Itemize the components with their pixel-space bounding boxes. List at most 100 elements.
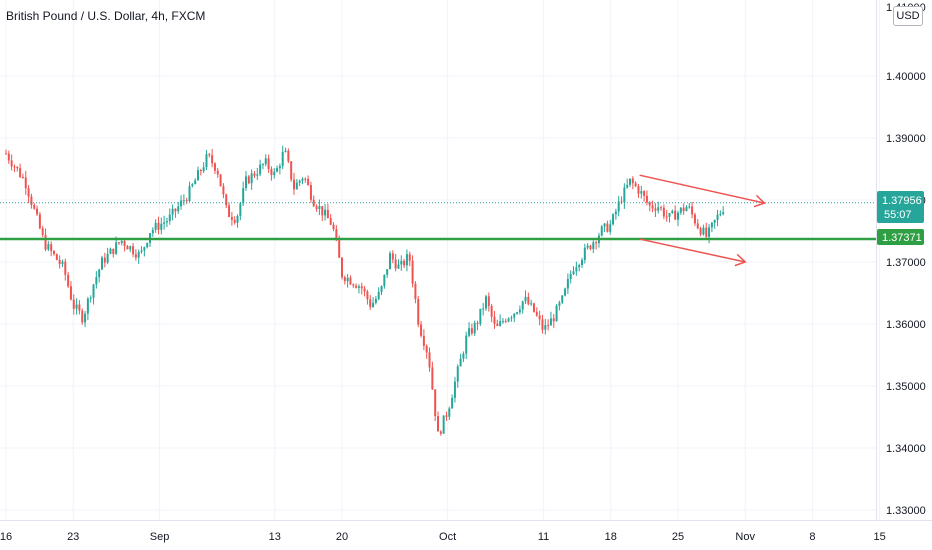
candle-down bbox=[360, 286, 363, 289]
candle-up bbox=[448, 408, 451, 417]
candle-down bbox=[589, 245, 592, 250]
candle-down bbox=[211, 155, 214, 164]
candle-up bbox=[261, 164, 264, 166]
candle-down bbox=[326, 209, 329, 219]
candle-down bbox=[132, 246, 135, 255]
candle-down bbox=[225, 194, 228, 206]
candle-down bbox=[394, 259, 397, 269]
candle-down bbox=[157, 222, 160, 230]
candle-up bbox=[151, 229, 154, 234]
candle-down bbox=[30, 196, 33, 205]
currency-badge[interactable]: USD bbox=[893, 6, 923, 26]
candle-up bbox=[357, 286, 360, 288]
candle-down bbox=[123, 240, 126, 247]
symbol-title: British Pound / U.S. Dollar, 4h, FXCM bbox=[6, 9, 206, 23]
candle-up bbox=[264, 158, 267, 165]
y-tick-label: 1.33000 bbox=[886, 505, 926, 517]
candle-up bbox=[242, 188, 245, 204]
candle-up bbox=[513, 313, 516, 318]
candle-down bbox=[408, 254, 411, 261]
candle-up bbox=[626, 184, 629, 188]
candle-down bbox=[228, 205, 231, 217]
candle-up bbox=[586, 245, 589, 248]
drawing-overlays bbox=[0, 174, 876, 267]
candle-up bbox=[668, 213, 671, 217]
candle-down bbox=[335, 229, 338, 241]
candle-up bbox=[120, 240, 123, 243]
candle-up bbox=[140, 250, 143, 252]
x-tick-label: 8 bbox=[809, 531, 815, 543]
candle-up bbox=[180, 200, 183, 207]
candle-up bbox=[397, 264, 400, 269]
candle-up bbox=[716, 214, 719, 220]
candle-down bbox=[425, 345, 428, 353]
trend-line-arrowhead bbox=[734, 253, 747, 267]
candle-down bbox=[674, 210, 677, 220]
x-tick-label: Sep bbox=[150, 531, 170, 543]
y-tick-label: 1.35000 bbox=[886, 381, 926, 393]
candle-up bbox=[98, 269, 101, 278]
candle-up bbox=[564, 288, 567, 296]
candle-down bbox=[541, 319, 544, 330]
candle-down bbox=[420, 324, 423, 336]
channel-lower-trend-line[interactable] bbox=[639, 238, 747, 267]
candle-down bbox=[437, 415, 439, 432]
candle-down bbox=[343, 277, 346, 282]
candle-up bbox=[507, 318, 510, 322]
candle-down bbox=[103, 257, 106, 263]
candle-down bbox=[329, 218, 332, 225]
candle-up bbox=[603, 223, 606, 227]
candle-up bbox=[163, 222, 166, 224]
candle-down bbox=[538, 315, 541, 320]
candle-up bbox=[722, 212, 725, 214]
candle-down bbox=[309, 185, 312, 200]
candle-down bbox=[21, 176, 24, 178]
candle-up bbox=[171, 208, 174, 215]
candle-up bbox=[137, 251, 140, 258]
candle-up bbox=[501, 321, 504, 323]
chart-grid bbox=[0, 0, 881, 520]
candle-up bbox=[530, 303, 533, 305]
y-tick-label: 1.34000 bbox=[886, 443, 926, 455]
candle-down bbox=[7, 153, 10, 161]
candle-up bbox=[276, 168, 279, 172]
candle-up bbox=[250, 173, 253, 184]
x-tick-label: Oct bbox=[439, 531, 456, 543]
candle-up bbox=[451, 397, 454, 409]
candle-up bbox=[713, 219, 716, 223]
candle-down bbox=[693, 214, 696, 224]
candle-up bbox=[685, 207, 688, 212]
candle-down bbox=[36, 208, 39, 215]
candle-up bbox=[617, 201, 620, 212]
candle-up bbox=[129, 246, 132, 250]
candle-down bbox=[699, 228, 702, 235]
candle-up bbox=[710, 222, 713, 228]
candle-down bbox=[55, 254, 58, 261]
candle-up bbox=[89, 297, 92, 299]
x-tick-label: 13 bbox=[269, 531, 281, 543]
candle-down bbox=[338, 240, 341, 258]
candle-up bbox=[298, 180, 301, 183]
candle-up bbox=[106, 253, 109, 263]
candle-up bbox=[101, 257, 103, 270]
candle-down bbox=[185, 200, 188, 202]
candle-down bbox=[216, 170, 219, 175]
candle-down bbox=[78, 304, 81, 311]
channel-upper-trend-line[interactable] bbox=[639, 174, 766, 208]
trend-line-segment bbox=[639, 174, 765, 204]
candle-down bbox=[631, 178, 634, 184]
candle-down bbox=[233, 219, 236, 223]
candle-up bbox=[278, 166, 281, 169]
candle-up bbox=[572, 271, 575, 274]
candle-down bbox=[69, 286, 72, 300]
candle-up bbox=[561, 295, 564, 303]
candle-down bbox=[41, 228, 44, 235]
candle-up bbox=[555, 305, 558, 322]
candle-up bbox=[383, 274, 386, 287]
candle-up bbox=[623, 187, 626, 203]
y-tick-label: 1.39000 bbox=[886, 133, 926, 145]
current-price-label-bg bbox=[877, 191, 924, 223]
candle-up bbox=[205, 154, 208, 168]
price-labels: 1.37956 55:07 1.37371 bbox=[877, 191, 924, 245]
